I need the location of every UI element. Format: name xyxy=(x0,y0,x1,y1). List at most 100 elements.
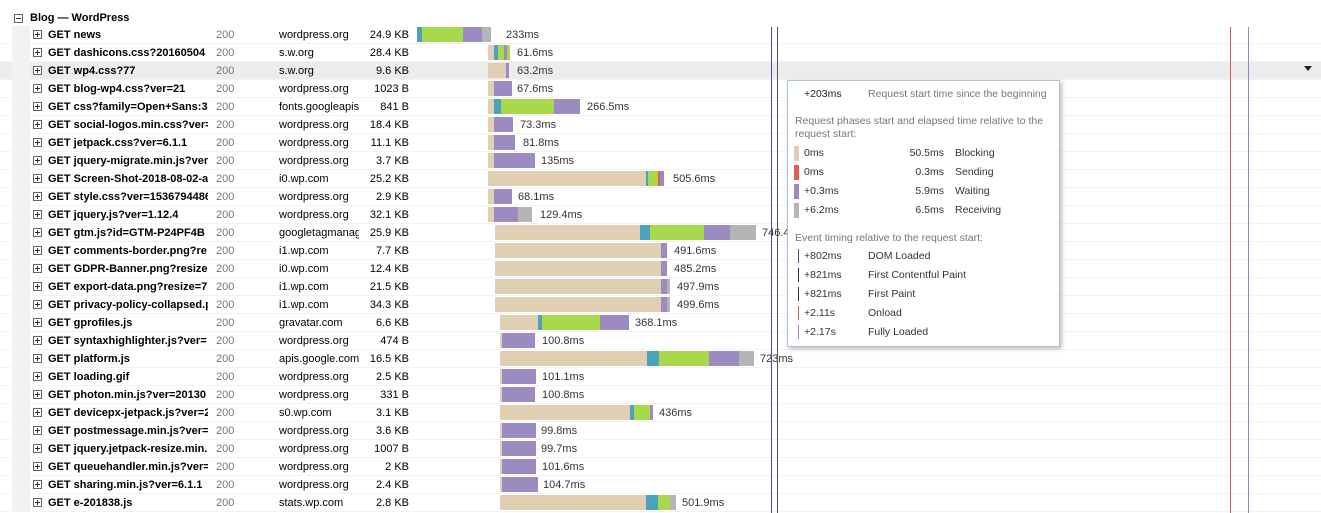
wait-segment xyxy=(600,315,629,330)
timing-bar[interactable]: 61.6ms xyxy=(0,44,1321,62)
timing-bar[interactable]: 100.8ms xyxy=(0,332,1321,350)
request-row[interactable]: GET comments-border.png?re 200 i1.wp.com 7.… xyxy=(0,242,1321,260)
request-row[interactable]: GET photon.min.js?ver=20130 200 wordpress.… xyxy=(0,386,1321,404)
expand-toggle-icon[interactable] xyxy=(33,444,42,453)
group-header[interactable]: Blog — WordPress xyxy=(12,11,1312,27)
timing-bar[interactable]: 436ms xyxy=(0,404,1321,422)
request-row[interactable]: GET queuehandler.min.js?ver= 200 wordpress… xyxy=(0,458,1321,476)
expand-toggle-icon[interactable] xyxy=(33,210,42,219)
timing-bar[interactable]: 99.7ms xyxy=(0,440,1321,458)
expand-toggle-icon[interactable] xyxy=(33,66,42,75)
request-row[interactable]: GET css?family=Open+Sans:3 200 fonts.googl… xyxy=(0,98,1321,116)
timing-bar[interactable]: 368.1ms xyxy=(0,314,1321,332)
expand-toggle-icon[interactable] xyxy=(33,462,42,471)
expand-toggle-icon[interactable] xyxy=(33,390,42,399)
request-domain: stats.wp.com xyxy=(279,497,344,509)
expand-toggle-icon[interactable] xyxy=(33,408,42,417)
request-row[interactable]: GET gtm.js?id=GTM-P24PF4B 200 googletagman… xyxy=(0,224,1321,242)
timing-bar[interactable]: 104.7ms xyxy=(0,476,1321,494)
expand-toggle-icon[interactable] xyxy=(33,156,42,165)
request-row[interactable]: GET jetpack.css?ver=6.1.1 200 wordpress.or… xyxy=(0,134,1321,152)
request-domain: wordpress.org xyxy=(279,425,349,437)
request-row[interactable]: GET gprofiles.js 200 gravatar.com 6.6 KB 368… xyxy=(0,314,1321,332)
expand-toggle-icon[interactable] xyxy=(33,138,42,147)
request-row[interactable]: GET export-data.png?resize=7 200 i1.wp.com… xyxy=(0,278,1321,296)
request-row[interactable]: GET social-logos.min.css?ver= 200 wordpres… xyxy=(0,116,1321,134)
timing-bar[interactable]: 81.8ms xyxy=(0,134,1321,152)
timing-bar[interactable]: 100.8ms xyxy=(0,386,1321,404)
timing-bar[interactable]: 723ms xyxy=(0,350,1321,368)
expand-toggle-icon[interactable] xyxy=(33,426,42,435)
timing-bar[interactable]: 129.4ms xyxy=(0,206,1321,224)
request-row[interactable]: GET loading.gif 200 wordpress.org 2.5 KB 101… xyxy=(0,368,1321,386)
expand-toggle-icon[interactable] xyxy=(33,228,42,237)
connect-segment xyxy=(507,45,510,60)
timing-bar[interactable]: 73.3ms xyxy=(0,116,1321,134)
request-row[interactable]: GET dashicons.css?20160504 200 s.w.org 28.4… xyxy=(0,44,1321,62)
timing-bar[interactable]: 491.6ms xyxy=(0,242,1321,260)
timing-bar[interactable]: 99.8ms xyxy=(0,422,1321,440)
timing-bar[interactable]: 497.9ms xyxy=(0,278,1321,296)
request-row[interactable]: GET jquery-migrate.min.js?ver 200 wordpres… xyxy=(0,152,1321,170)
request-row[interactable]: GET blog-wp4.css?ver=21 200 wordpress.org 1… xyxy=(0,80,1321,98)
expand-toggle-icon[interactable] xyxy=(33,300,42,309)
timing-bar[interactable]: 505.6ms xyxy=(0,170,1321,188)
expand-toggle-icon[interactable] xyxy=(33,480,42,489)
request-size: 3.7 KB xyxy=(375,155,409,167)
request-row[interactable]: GET platform.js 200 apis.google.com 16.5 KB… xyxy=(0,350,1321,368)
expand-toggle-icon[interactable] xyxy=(33,282,42,291)
timing-bar[interactable]: 101.1ms xyxy=(0,368,1321,386)
expand-toggle-icon[interactable] xyxy=(33,498,42,507)
request-row[interactable]: GET Screen-Shot-2018-08-02-a 200 i0.wp.com… xyxy=(0,170,1321,188)
timing-bar[interactable]: 67.6ms xyxy=(0,80,1321,98)
request-domain: i0.wp.com xyxy=(279,173,329,185)
timing-bar[interactable]: 499.6ms xyxy=(0,296,1321,314)
expand-toggle-icon[interactable] xyxy=(33,120,42,129)
expand-toggle-icon[interactable] xyxy=(33,192,42,201)
request-row[interactable]: GET privacy-policy-collapsed.p 200 i1.wp.c… xyxy=(0,296,1321,314)
expand-toggle-icon[interactable] xyxy=(33,102,42,111)
request-domain: s.w.org xyxy=(279,47,314,59)
request-row[interactable]: GET jquery.js?ver=1.12.4 200 wordpress.org… xyxy=(0,206,1321,224)
request-row[interactable]: GET sharing.min.js?ver=6.1.1 200 wordpress… xyxy=(0,476,1321,494)
expand-toggle-icon[interactable] xyxy=(33,354,42,363)
timing-bar[interactable]: 485.2ms xyxy=(0,260,1321,278)
expand-toggle-icon[interactable] xyxy=(33,336,42,345)
request-row[interactable]: GET syntaxhighlighter.js?ver= 200 wordpres… xyxy=(0,332,1321,350)
request-row[interactable]: GET postmessage.min.js?ver= 200 wordpress.… xyxy=(0,422,1321,440)
expand-toggle-icon[interactable] xyxy=(33,84,42,93)
timing-bar[interactable]: 746.4ms xyxy=(0,224,1321,242)
request-size: 1007 B xyxy=(374,443,409,455)
timing-bar[interactable]: 101.6ms xyxy=(0,458,1321,476)
timing-bar[interactable]: 63.2ms xyxy=(0,62,1321,80)
request-size: 2 KB xyxy=(385,461,409,473)
request-row[interactable]: GET e-201838.js 200 stats.wp.com 2.8 KB 501.… xyxy=(0,494,1321,512)
timing-bar[interactable]: 68.1ms xyxy=(0,188,1321,206)
event-marker-icon xyxy=(798,287,799,301)
timing-bar[interactable]: 233ms xyxy=(0,26,1321,44)
expand-toggle-icon[interactable] xyxy=(33,48,42,57)
request-row[interactable]: GET jquery.jetpack-resize.min. 200 wordpre… xyxy=(0,440,1321,458)
timing-bar[interactable]: 501.9ms xyxy=(0,494,1321,512)
row-gutter xyxy=(12,116,30,134)
expand-toggle-icon[interactable] xyxy=(33,246,42,255)
row-menu-caret-icon[interactable] xyxy=(1304,66,1312,71)
row-gutter xyxy=(12,494,30,512)
request-row[interactable]: GET style.css?ver=1536794486 200 wordpress… xyxy=(0,188,1321,206)
dns-segment xyxy=(630,405,634,420)
row-gutter xyxy=(12,458,30,476)
request-row[interactable]: GET GDPR-Banner.png?resize 200 i0.wp.com 12… xyxy=(0,260,1321,278)
request-row[interactable]: GET devicepx-jetpack.js?ver=2 200 s0.wp.co… xyxy=(0,404,1321,422)
expand-toggle-icon[interactable] xyxy=(33,30,42,39)
expand-toggle-icon[interactable] xyxy=(33,264,42,273)
row-gutter xyxy=(12,98,30,116)
timing-bar[interactable]: 135ms xyxy=(0,152,1321,170)
expand-toggle-icon[interactable] xyxy=(33,318,42,327)
row-gutter xyxy=(12,134,30,152)
expand-toggle-icon[interactable] xyxy=(33,174,42,183)
request-row[interactable]: GET wp4.css?77 200 s.w.org 9.6 KB 63.2ms xyxy=(0,62,1321,80)
request-row[interactable]: GET news 200 wordpress.org 24.9 KB 233ms xyxy=(0,26,1321,44)
timing-bar[interactable]: 266.5ms xyxy=(0,98,1321,116)
expand-toggle-icon[interactable] xyxy=(33,372,42,381)
collapse-toggle-icon[interactable] xyxy=(14,14,23,23)
